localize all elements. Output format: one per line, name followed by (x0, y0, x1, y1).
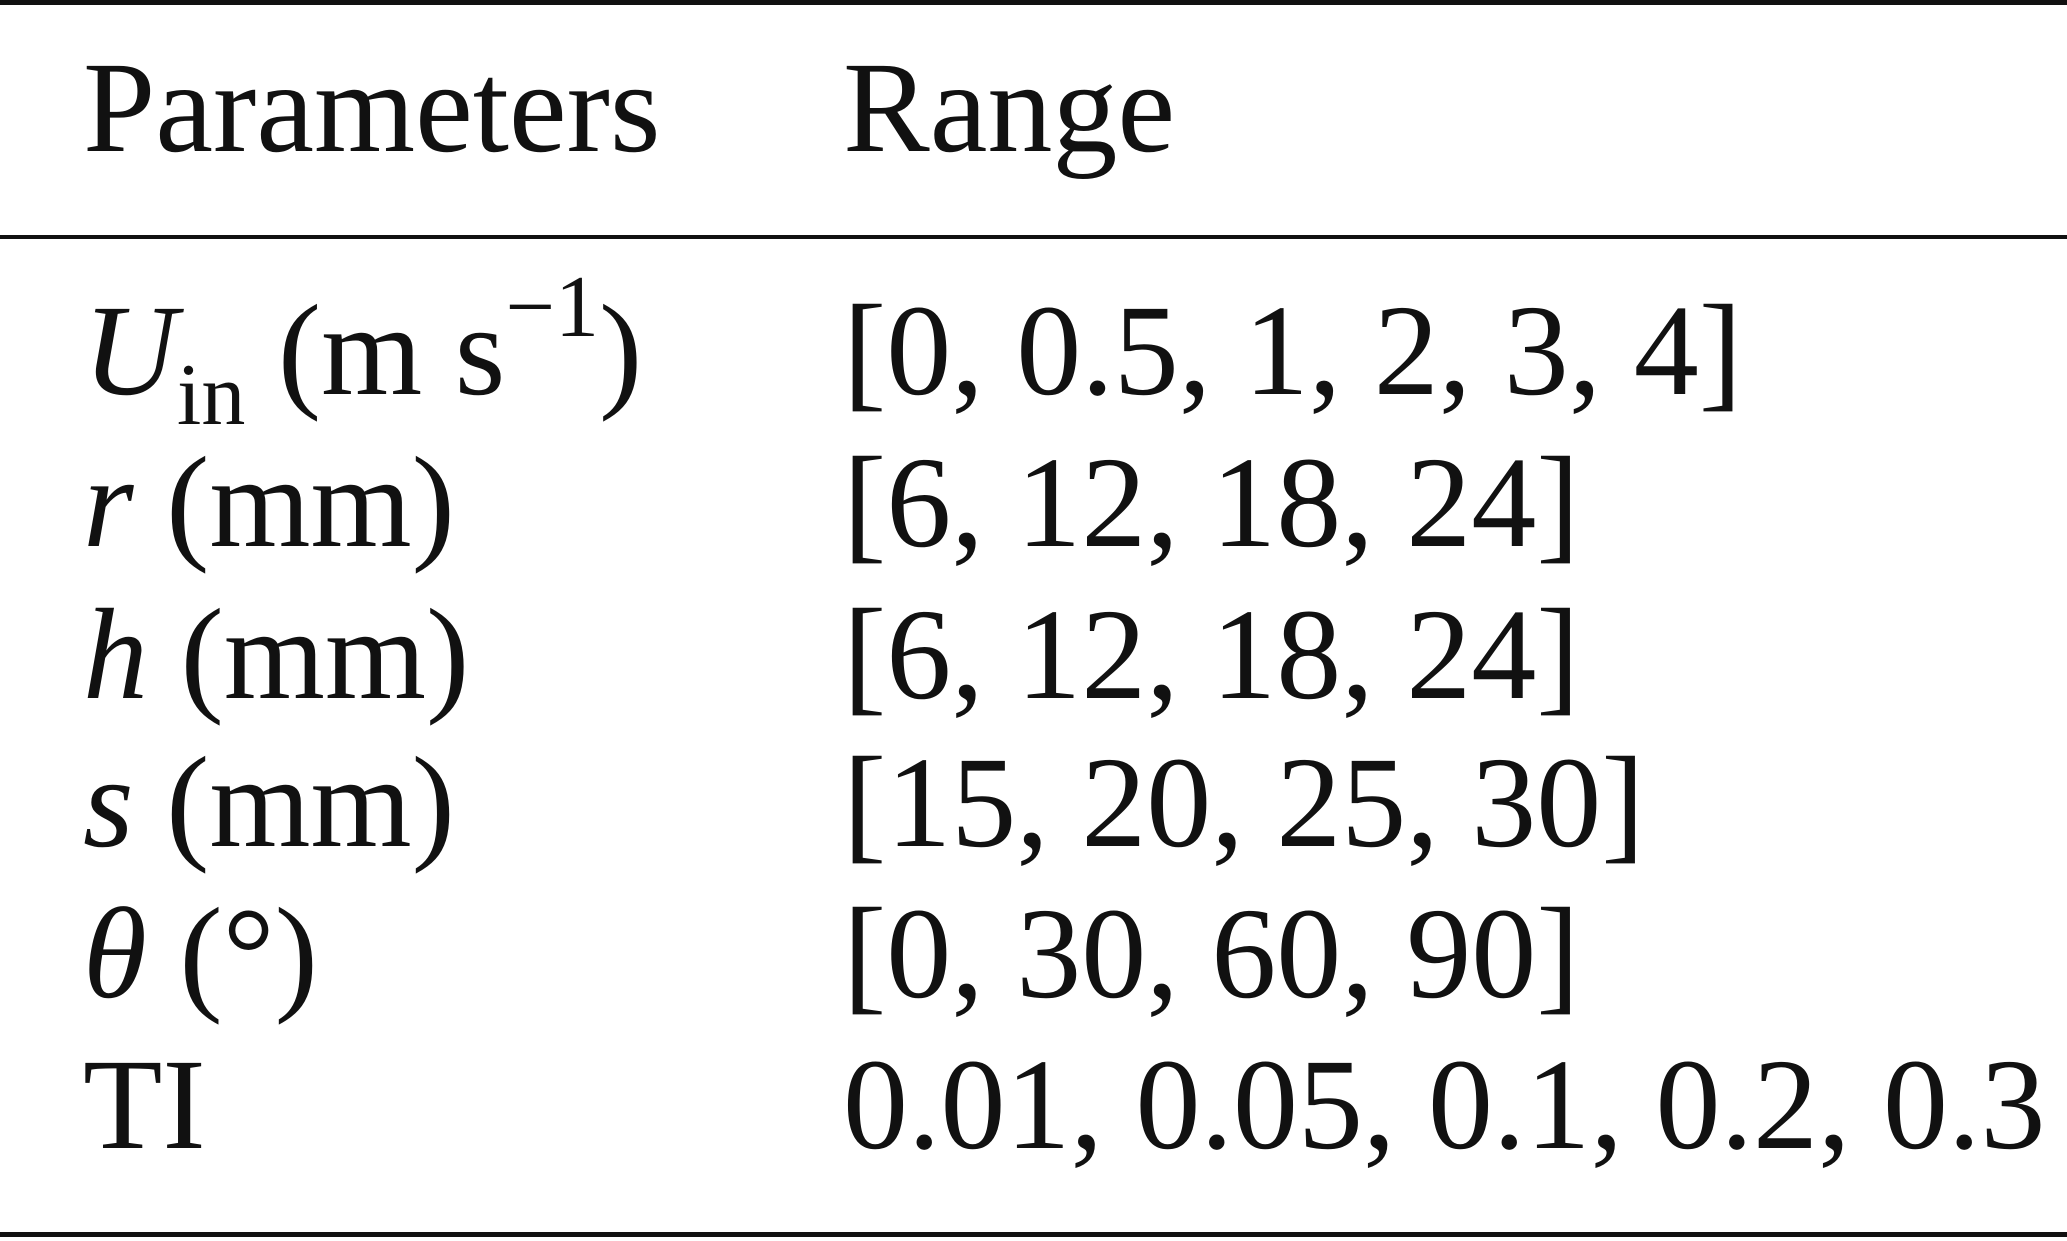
parameter-symbol: s (83, 731, 134, 875)
parameter-cell: s (mm) (83, 738, 455, 868)
parameter-unit: ) (598, 279, 643, 423)
range-cell: [15, 20, 25, 30] (843, 731, 1645, 875)
header-rule (0, 235, 2067, 239)
range-cell: [6, 12, 18, 24] (843, 431, 1580, 575)
parameter-symbol: θ (83, 882, 147, 1026)
header-cell: Parameters (83, 36, 661, 180)
parameter-cell: θ (°) (83, 889, 318, 1019)
range-cell: [6, 12, 18, 24] (843, 583, 1580, 727)
parameter-cell: Uin (m s−1) (83, 264, 642, 440)
range-cell: [0, 30, 60, 90] (843, 882, 1580, 1026)
parameter-unit: (m s (277, 279, 506, 423)
parameter-symbol: h (83, 583, 148, 727)
parameter-unit: (°) (179, 882, 318, 1026)
parameter-cell: TI (83, 1040, 206, 1170)
range-cell: [0, 0.5, 1, 2, 3, 4] (843, 279, 1743, 423)
parameter-name: TI (83, 1033, 206, 1177)
parameter-subscript: in (176, 347, 246, 444)
top-rule (0, 0, 2067, 5)
parameter-cell: r (mm) (83, 438, 455, 568)
parameter-cell: h (mm) (83, 590, 469, 720)
parameter-symbol: r (83, 431, 134, 575)
parameter-symbol: U (83, 279, 177, 423)
parameter-unit: (mm) (180, 583, 470, 727)
parameter-superscript: −1 (505, 259, 599, 356)
bottom-rule (0, 1232, 2067, 1237)
header-cell: Range (843, 36, 1176, 180)
range-cell: 0.01, 0.05, 0.1, 0.2, 0.3 (843, 1033, 2046, 1177)
parameter-unit: (mm) (166, 431, 455, 575)
parameter-unit: (mm) (166, 731, 455, 875)
